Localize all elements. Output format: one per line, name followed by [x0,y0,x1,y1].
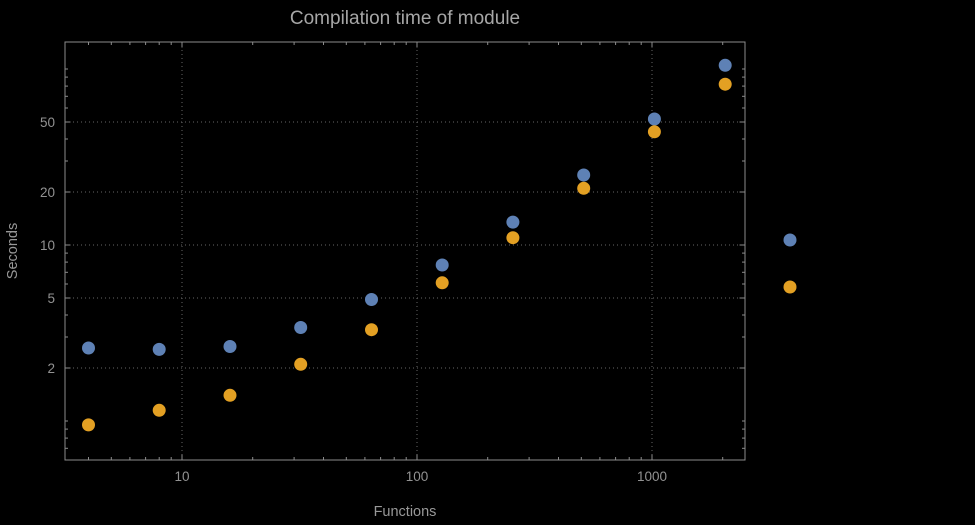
data-point-series-2 [435,276,449,290]
data-point-series-2 [223,388,237,402]
data-point-series-1 [223,340,237,353]
legend [783,233,797,294]
data-point-series-2 [365,323,378,337]
data-point-series-1 [435,258,449,272]
data-point-series-1 [294,321,308,334]
data-point-series-1 [647,112,661,126]
y-tick-label: 20 [40,185,55,200]
x-axis-tick-labels: 10 100 1000 [174,469,667,484]
data-point-series-2 [152,403,166,417]
data-point-series-2 [718,77,732,91]
x-tick-label: 100 [406,469,429,484]
x-axis-label: Functions [374,504,437,520]
data-point-series-1 [365,293,378,306]
y-tick-label: 10 [40,238,55,253]
chart-title: Compilation time of module [290,8,520,29]
y-tick-label: 2 [47,361,55,376]
y-tick-label: 50 [40,115,55,130]
plot-frame [64,41,746,461]
data-point-series-1 [506,215,520,229]
data-point-series-2 [506,231,520,245]
data-points [82,58,732,432]
y-axis-tick-labels: 2 5 10 20 50 [40,115,55,376]
data-point-series-1 [152,342,166,356]
data-point-series-2 [647,125,661,139]
tick-marks [65,42,745,460]
data-point-series-2 [577,181,591,195]
y-tick-label: 5 [47,291,55,306]
data-point-series-2 [294,357,308,371]
data-point-series-1 [718,58,732,72]
gridlines [65,42,745,460]
x-tick-label: 1000 [637,469,667,484]
legend-marker [783,233,797,247]
data-point-series-2 [82,418,95,432]
data-point-series-1 [82,341,95,355]
legend-marker [783,280,797,294]
y-axis-label: Seconds [5,223,21,279]
x-tick-label: 10 [174,469,189,484]
data-point-series-1 [577,168,591,182]
